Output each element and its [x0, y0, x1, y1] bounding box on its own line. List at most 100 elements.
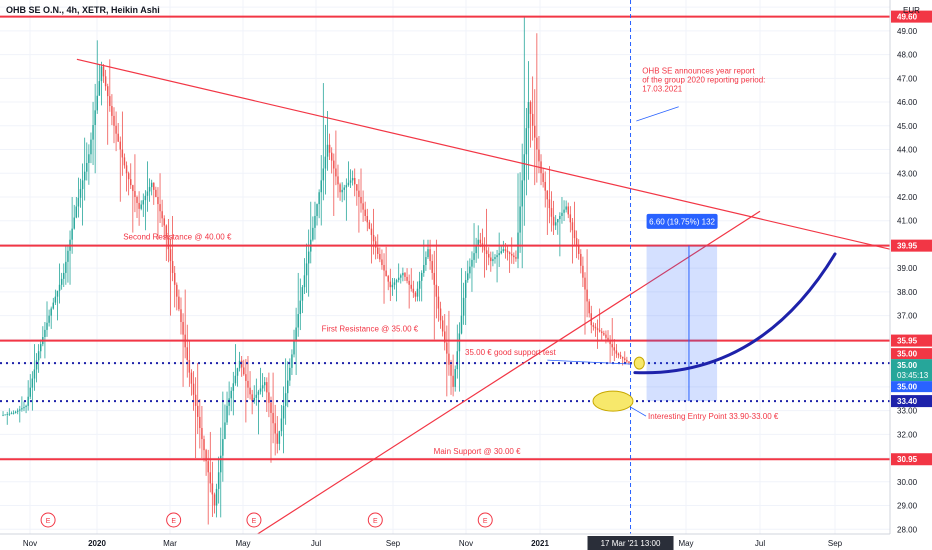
candle-body	[368, 222, 371, 229]
candle-body	[335, 168, 337, 177]
candle-body	[25, 405, 27, 408]
candle-body	[431, 261, 433, 273]
level-badge-label: 39.95	[897, 242, 918, 251]
candle-body	[150, 182, 153, 188]
candle-body	[230, 390, 232, 399]
candle-body	[222, 439, 224, 456]
candle-body	[165, 225, 168, 238]
candle-body	[257, 391, 260, 395]
candle-body	[16, 410, 19, 412]
candle-body	[75, 206, 78, 218]
entry-point-pointer	[630, 406, 647, 417]
candle-body	[119, 141, 122, 150]
x-tick-label: Sep	[386, 539, 401, 548]
candle-body	[502, 249, 505, 252]
candle-body	[586, 289, 588, 302]
measure-box	[646, 245, 718, 402]
candle-body	[65, 261, 67, 273]
candle-body	[29, 387, 31, 397]
earnings-marker	[367, 512, 383, 528]
candle-body	[213, 494, 216, 506]
price-badge-red-label: 35.00	[897, 350, 918, 359]
candle-body	[316, 204, 318, 216]
candle-body	[48, 315, 50, 323]
candle-body	[596, 328, 599, 330]
candle-body	[624, 358, 626, 360]
candle-body	[603, 333, 605, 335]
y-tick-label: 39.00	[897, 264, 918, 273]
x-tick-label: Mar	[163, 539, 177, 548]
candle-body	[88, 154, 90, 163]
candle-body	[381, 259, 383, 266]
candle-body	[500, 251, 502, 254]
candle-body	[10, 413, 13, 415]
candle-body	[83, 171, 86, 181]
candle-body	[318, 192, 320, 205]
candle-body	[567, 206, 569, 215]
candle-body	[341, 189, 343, 193]
candle-body	[155, 189, 157, 197]
candle-body	[349, 180, 352, 183]
candle-body	[31, 378, 34, 388]
candle-body	[333, 160, 335, 169]
candle-body	[490, 257, 492, 262]
candle-body	[138, 202, 140, 209]
candle-body	[358, 190, 360, 197]
candle-body	[571, 222, 574, 231]
candle-body	[433, 272, 436, 285]
candle-body	[536, 137, 538, 150]
drawing-tools	[76, 0, 891, 535]
earnings-marker-label: E	[252, 518, 257, 525]
candle-body	[383, 265, 385, 271]
candle-body	[205, 450, 207, 462]
earnings-marker-label: E	[483, 518, 488, 525]
candle-body	[385, 270, 387, 277]
candle-body	[521, 180, 523, 207]
candle-body	[525, 128, 528, 155]
candle-body	[303, 275, 306, 288]
current-price-value: 35.00	[897, 361, 918, 370]
candle-body	[446, 342, 448, 354]
candle-body	[142, 200, 145, 205]
candle-body	[322, 168, 325, 181]
candle-body	[510, 253, 513, 256]
candle-body	[8, 413, 11, 415]
candle-body	[345, 185, 348, 188]
candle-body	[60, 278, 63, 285]
candle-body	[263, 382, 266, 386]
candle-body	[569, 214, 572, 223]
candle-body	[2, 414, 4, 416]
first-resistance-label: First Resistance @ 35.00 €	[322, 325, 419, 334]
candle-body	[458, 333, 461, 352]
level-badge-label: 33.40	[897, 397, 918, 406]
candle-body	[372, 234, 375, 242]
candle-body	[4, 414, 6, 416]
level-badge	[891, 395, 932, 408]
candle-body	[496, 255, 498, 258]
candle-body	[81, 180, 84, 190]
candle-body	[454, 369, 456, 387]
candle-body	[23, 407, 25, 409]
candle-body	[163, 218, 165, 226]
event-note-pointer	[636, 106, 679, 122]
candle-body	[513, 255, 515, 258]
candle-body	[278, 431, 281, 444]
candle-body	[448, 353, 450, 365]
candle-body	[429, 249, 431, 262]
candle-body	[408, 280, 410, 285]
y-tick-label: 38.00	[897, 288, 918, 297]
candle-body	[559, 215, 561, 220]
candle-body	[67, 250, 69, 262]
candle-body	[592, 325, 595, 327]
candle-body	[324, 156, 327, 169]
candle-body	[617, 353, 620, 356]
candle-body	[153, 182, 155, 190]
candle-body	[209, 472, 212, 484]
candle-body	[397, 277, 400, 281]
candle-body	[272, 412, 274, 424]
candle-body	[58, 284, 61, 291]
candle-body	[435, 284, 438, 297]
candle-body	[542, 173, 544, 182]
x-axis: Nov 2020 Mar May Jul Sep Nov 2021 May Jul Sep 17 Ma…	[0, 533, 932, 550]
candle-body	[6, 414, 8, 415]
